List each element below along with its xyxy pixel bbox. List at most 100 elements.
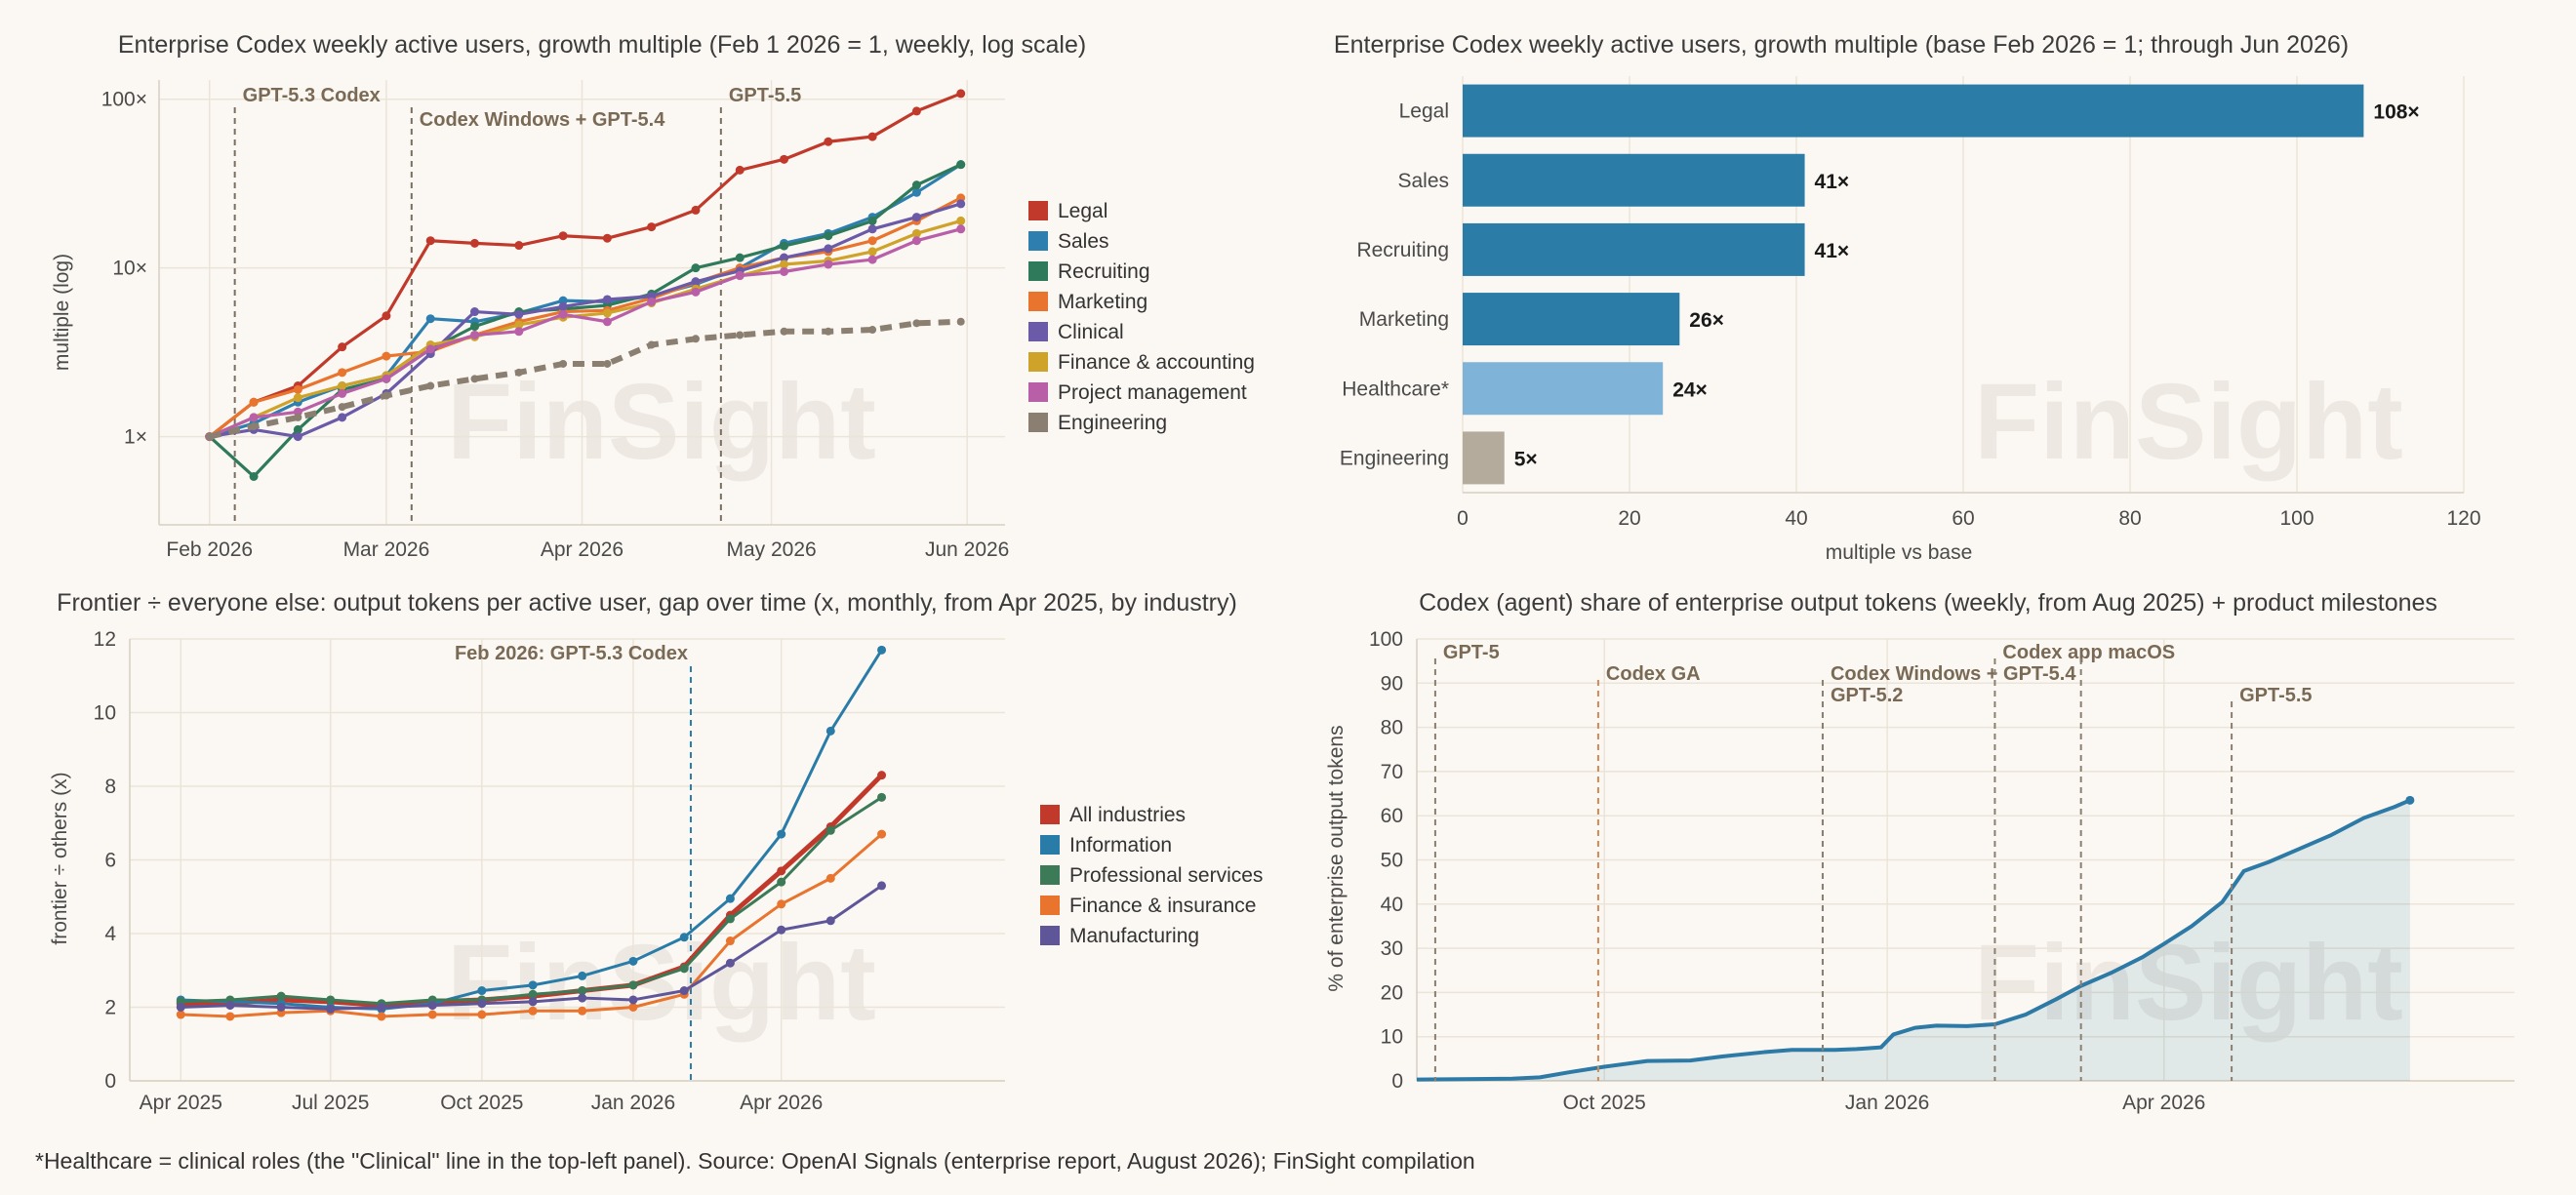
wau-data-point-legal — [956, 89, 966, 99]
wau-event-label: GPT-5.5 — [729, 85, 801, 106]
share-x-tick-label: Oct 2025 — [1563, 1092, 1646, 1114]
wau-data-point-clinical — [338, 413, 347, 422]
wau-data-point-engineering — [294, 413, 302, 421]
wau-data-point-project-management — [956, 224, 966, 234]
wau-data-point-project-management — [911, 236, 921, 246]
gap-y-tick-label: 12 — [94, 628, 116, 651]
wau-data-point-engineering — [691, 335, 700, 343]
gap-data-point-manufacturing — [225, 1001, 235, 1011]
gap-x-tick-label: Jul 2025 — [292, 1092, 369, 1114]
wau-data-point-clinical — [691, 277, 701, 287]
gap-data-point-finance-insurance — [825, 873, 835, 883]
wau-data-point-recruiting — [249, 471, 259, 481]
gap-data-point-manufacturing — [377, 1003, 386, 1012]
share-event-label: GPT-5.5 — [2239, 685, 2312, 706]
share-area-chart: Codex (agent) share of enterprise output… — [1325, 589, 2515, 1114]
watermark-1: FinSight — [447, 362, 876, 482]
share-x-tick-label: Jan 2026 — [1845, 1092, 1929, 1114]
share-chart-title: Codex (agent) share of enterprise output… — [1419, 589, 2437, 617]
bar-sales — [1463, 153, 1805, 207]
gap-data-point-manufacturing — [176, 1003, 185, 1012]
wau-data-point-legal — [824, 137, 833, 146]
wau-legend-label-clinical: Clinical — [1058, 321, 1124, 343]
bars-value-label: 41× — [1815, 240, 1850, 262]
gap-data-point-finance-insurance — [427, 1010, 437, 1019]
gap-data-point-finance-insurance — [377, 1012, 386, 1021]
bars-value-label: 108× — [2373, 101, 2419, 124]
gap-data-point-manufacturing — [628, 995, 638, 1005]
wau-legend-label-project-management: Project management — [1058, 381, 1247, 404]
share-y-tick-label: 30 — [1381, 937, 1403, 960]
gap-x-tick-label: Oct 2025 — [440, 1092, 523, 1114]
wau-y-axis-label: multiple (log) — [51, 254, 73, 371]
share-y-tick-label: 40 — [1381, 894, 1403, 916]
wau-event-label: GPT-5.3 Codex — [243, 85, 381, 106]
bars-category-label: Sales — [1397, 170, 1449, 192]
growth-bar-chart: Enterprise Codex weekly active users, gr… — [1334, 31, 2481, 564]
bars-x-tick-label: 120 — [2446, 507, 2480, 530]
wau-y-tick-label: 1× — [124, 426, 147, 449]
wau-data-point-project-management — [382, 374, 391, 383]
wau-data-point-project-management — [735, 271, 745, 281]
share-area-fill — [1417, 800, 2410, 1081]
wau-data-point-project-management — [514, 327, 524, 337]
footnote: *Healthcare = clinical roles (the "Clini… — [35, 1148, 1475, 1174]
wau-data-point-marketing — [867, 236, 877, 246]
gap-data-point-information — [628, 956, 638, 966]
gap-data-point-finance-insurance — [176, 1010, 185, 1019]
watermark-4: FinSight — [1974, 923, 2403, 1043]
wau-series-line-project-management — [209, 227, 962, 439]
wau-data-point-project-management — [338, 388, 347, 398]
gap-data-point-finance-insurance — [877, 829, 887, 839]
wau-data-point-legal — [691, 205, 701, 215]
wau-legend-swatch-recruiting — [1028, 261, 1048, 281]
bars-x-tick-label: 80 — [2118, 507, 2141, 530]
gap-y-tick-label: 0 — [104, 1070, 116, 1093]
share-y-tick-label: 60 — [1381, 805, 1403, 827]
wau-data-point-engineering — [559, 359, 568, 368]
share-event-label: Codex GA — [1606, 663, 1701, 685]
wau-data-point-project-management — [470, 330, 480, 339]
wau-data-point-finance-accounting — [338, 381, 347, 391]
wau-data-point-marketing — [249, 397, 259, 407]
gap-data-point-information — [477, 986, 487, 996]
wau-data-point-engineering — [250, 422, 259, 431]
bar-recruiting — [1463, 222, 1805, 276]
wau-data-point-clinical — [470, 307, 480, 317]
bar-engineering — [1463, 431, 1505, 485]
gap-data-point-information — [877, 645, 887, 655]
bars-value-label: 5× — [1514, 448, 1538, 470]
gap-data-point-professional-services — [528, 989, 538, 999]
wau-data-point-sales — [425, 314, 435, 324]
gap-legend-swatch-manufacturing — [1040, 926, 1060, 945]
wau-series-line-clinical — [209, 202, 962, 439]
share-event-label: Codex app macOS — [2002, 642, 2175, 663]
wau-legend-swatch-finance-accounting — [1028, 352, 1048, 372]
gap-data-point-finance-insurance — [477, 1010, 487, 1019]
share-event-label: Codex Windows + GPT-5.4 — [1831, 663, 2076, 685]
wau-legend-swatch-marketing — [1028, 292, 1048, 311]
wau-data-point-recruiting — [735, 253, 745, 262]
wau-data-point-project-management — [780, 266, 789, 276]
watermark-2: FinSight — [1974, 362, 2403, 482]
bar-healthcare — [1463, 362, 1664, 416]
gap-data-point-professional-services — [276, 991, 286, 1001]
wau-data-point-recruiting — [911, 180, 921, 190]
wau-data-point-clinical — [867, 224, 877, 234]
gap-legend-swatch-information — [1040, 835, 1060, 855]
wau-legend-swatch-clinical — [1028, 322, 1048, 341]
wau-data-point-engineering — [426, 381, 435, 390]
wau-data-point-finance-accounting — [780, 259, 789, 269]
wau-data-point-finance-accounting — [602, 308, 612, 318]
gap-data-point-manufacturing — [679, 986, 689, 996]
gap-chart-title: Frontier ÷ everyone else: output tokens … — [57, 589, 1237, 617]
gap-x-tick-label: Apr 2026 — [740, 1092, 823, 1114]
share-y-tick-label: 20 — [1381, 981, 1403, 1004]
gap-data-point-information — [825, 726, 835, 736]
gap-y-axis-label: frontier ÷ others (x) — [49, 772, 71, 944]
bars-category-label: Recruiting — [1356, 239, 1449, 261]
gap-data-point-information — [679, 933, 689, 942]
wau-legend-label-marketing: Marketing — [1058, 291, 1147, 313]
wau-data-point-sales — [911, 187, 921, 197]
wau-x-tick-label: Apr 2026 — [541, 538, 624, 561]
